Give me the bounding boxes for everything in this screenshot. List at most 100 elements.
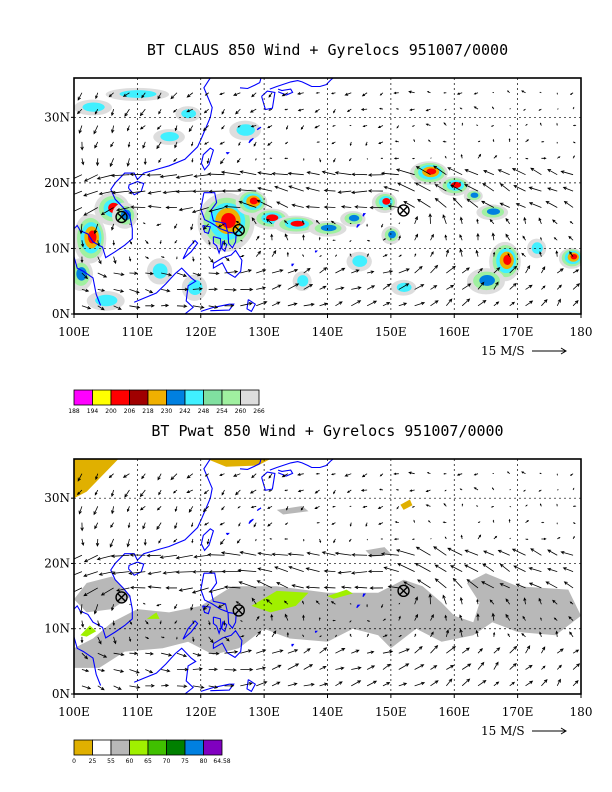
- wind-vector: [428, 213, 432, 224]
- wind-vector: [124, 108, 130, 117]
- pwat-region: [276, 506, 309, 515]
- coastline: [127, 181, 145, 196]
- wind-vector: [192, 272, 202, 277]
- wind-vector: [461, 503, 464, 507]
- wind-vector: [332, 619, 336, 622]
- wind-vector: [238, 200, 257, 208]
- wind-vector: [316, 141, 320, 143]
- wind-vector: [297, 472, 304, 476]
- coastline: [200, 683, 235, 692]
- coastline: [74, 459, 213, 686]
- wind-vector: [378, 141, 384, 145]
- wind-vector: [257, 567, 273, 572]
- wind-vector: [94, 141, 99, 149]
- coastline: [248, 137, 254, 144]
- wind-vector: [433, 546, 447, 556]
- wind-vector: [525, 538, 529, 541]
- wind-vector: [568, 235, 574, 241]
- wind-vector: [506, 471, 510, 474]
- colorbar-label: 75: [181, 758, 189, 765]
- wind-vector: [302, 614, 305, 621]
- coastline: [261, 471, 276, 491]
- wind-vector: [271, 552, 288, 557]
- wind-vector: [281, 92, 289, 97]
- wind-vector: [319, 285, 327, 290]
- wind-vector: [507, 633, 511, 638]
- coastline: [239, 459, 262, 470]
- wind-vector: [237, 568, 257, 573]
- wind-vector: [459, 107, 463, 110]
- wind-vector: [271, 269, 284, 274]
- map-area: [74, 459, 581, 694]
- wind-vector: [208, 271, 220, 276]
- wind-vector: [129, 553, 146, 557]
- wind-vector: [428, 139, 431, 143]
- wind-vector: [553, 617, 558, 621]
- wind-vector: [332, 239, 336, 242]
- wind-vector: [240, 255, 245, 258]
- wind-vector: [98, 190, 114, 196]
- coastline: [212, 236, 222, 255]
- wind-vector: [382, 254, 388, 258]
- colorbar-swatch: [110, 739, 130, 756]
- wind-vector: [509, 157, 511, 159]
- wind-vector: [522, 615, 526, 621]
- wind-vector: [255, 630, 262, 638]
- wind-vector: [459, 216, 463, 224]
- wind-vector: [319, 647, 328, 654]
- wind-vector: [144, 239, 149, 245]
- wind-vector: [251, 597, 257, 605]
- colorbar-label: 206: [124, 408, 136, 415]
- wind-vector: [96, 174, 114, 180]
- wind-vector: [238, 522, 241, 527]
- wind-vector: [539, 503, 542, 507]
- wind-vector: [235, 220, 241, 225]
- wind-vector: [408, 471, 415, 475]
- wind-vector: [569, 221, 574, 225]
- wind-vector: [206, 538, 210, 545]
- wind-vector: [447, 167, 463, 176]
- wind-vector: [192, 240, 195, 244]
- wind-vector: [302, 600, 305, 605]
- wind-vector: [80, 620, 85, 628]
- wind-vector: [157, 92, 162, 100]
- wind-vector: [367, 553, 383, 558]
- wind-vector: [428, 520, 431, 523]
- wind-vector: [382, 238, 387, 241]
- cloud-contour: [348, 214, 360, 222]
- wind-vector: [176, 684, 188, 688]
- wind-vector: [95, 538, 100, 547]
- coastline: [362, 213, 366, 217]
- cloud-contour: [297, 275, 309, 287]
- wind-vector: [274, 185, 289, 192]
- wind-vector: [284, 538, 288, 540]
- wind-vector: [305, 585, 320, 590]
- wind-vector: [256, 649, 267, 654]
- wind-vector: [161, 303, 170, 308]
- wind-vector: [541, 140, 545, 143]
- wind-vector: [314, 505, 320, 510]
- wind-vector: [493, 647, 501, 654]
- wind-vector: [161, 652, 173, 657]
- wind-vector: [74, 174, 83, 179]
- lon-tick-label: 150E: [375, 325, 407, 339]
- wind-vector: [129, 271, 139, 275]
- wind-vector: [186, 92, 194, 98]
- wind-vector: [240, 649, 253, 654]
- wind-vector: [161, 683, 170, 688]
- panel-pwat: BT Pwat 850 Wind + Gyrelocs 951007/0000 0…: [44, 422, 592, 765]
- wind-vector: [220, 551, 241, 556]
- wind-vector: [572, 269, 580, 274]
- wind-vector: [97, 668, 106, 672]
- wind-vector: [489, 599, 495, 605]
- wind-vector: [362, 505, 368, 508]
- wind-vector: [547, 549, 558, 556]
- panel-title: BT CLAUS 850 Wind + Gyrelocs 951007/0000: [147, 41, 508, 59]
- pwat-region: [207, 459, 271, 467]
- wind-vector: [541, 665, 546, 670]
- wind-vector: [287, 268, 299, 274]
- wind-vector: [492, 519, 495, 523]
- wind-vector: [110, 554, 130, 558]
- wind-vector: [333, 489, 336, 495]
- colorbar-swatch: [221, 389, 241, 406]
